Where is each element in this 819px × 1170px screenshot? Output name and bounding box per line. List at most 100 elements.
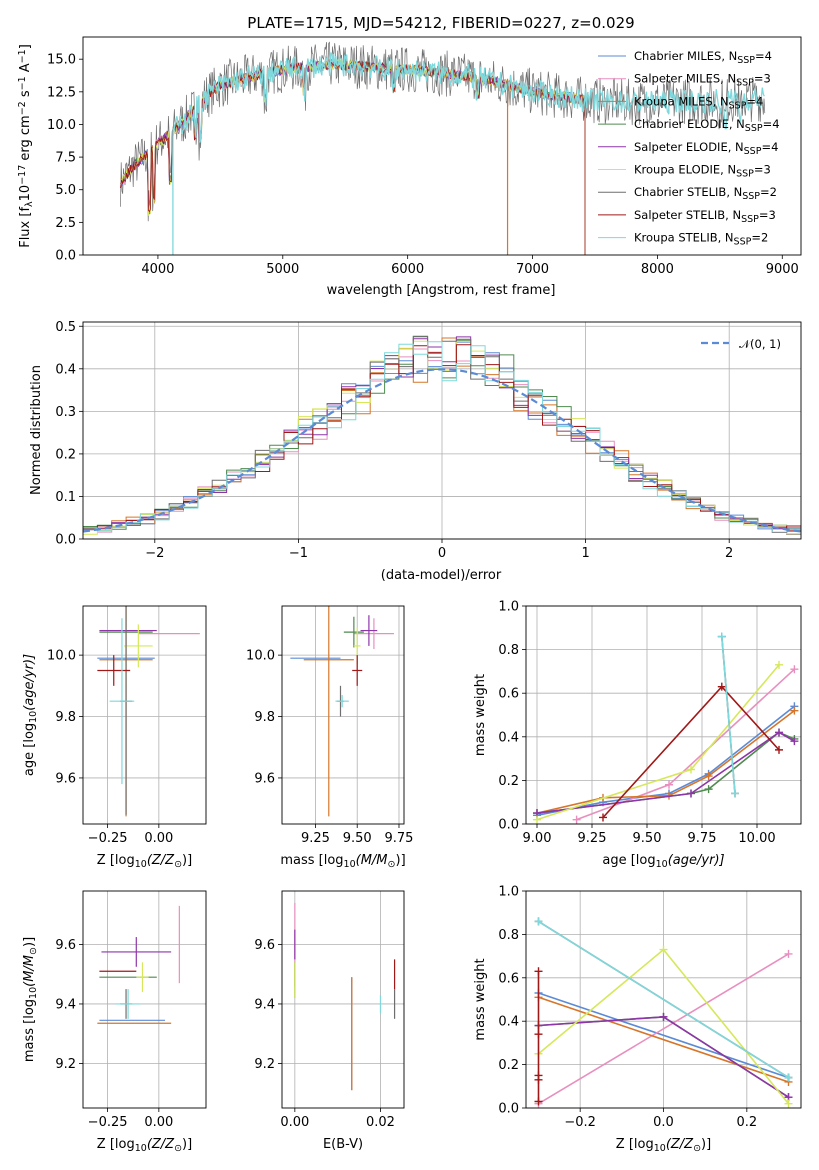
y-tick-label: 1.0 (498, 885, 519, 900)
age-vs-mass-axes-plot (290, 606, 394, 817)
age-vs-mass-axes: 9.25 9.50 9.75 9.6 9.8 10.0 (246, 605, 413, 846)
weight-marker-kroupa_miles (704, 772, 713, 781)
residual-ylabel: Normed distribution (29, 365, 44, 495)
x-tick-label: 10.00 (738, 831, 775, 846)
x-tick-label: −1 (289, 546, 308, 561)
age-vs-z-axes-ylabel-part: 10 (28, 711, 39, 723)
weight-marker-salpeter_stelib (534, 1075, 543, 1084)
x-tick-label: 9.00 (523, 831, 552, 846)
y-tick-label: 9.8 (254, 710, 275, 725)
y-tick-label: 0.2 (55, 447, 76, 462)
y-tick-label: 0.6 (498, 971, 519, 986)
spectrum-xlabel: wavelength [Angstrom, rest frame] (327, 283, 556, 298)
weight-marker-salpeter_elodie (790, 737, 799, 746)
x-tick-label: 9.75 (688, 831, 717, 846)
legend-label-part: Kroupa STELIB, N (634, 231, 734, 245)
weight-vs-z-axes-xlabel-part: 10 (654, 1143, 666, 1154)
x-tick-label: 9000 (766, 262, 799, 277)
mass-vs-z-axes-ylabel-part: (M/M (22, 955, 37, 987)
weight-line-salpeter_miles (538, 953, 789, 1105)
age-vs-z-axes-xlabel-part: ⊙ (174, 859, 182, 870)
weight-marker-salpeter_stelib (775, 745, 783, 754)
age-vs-z-axes-xlabel-part: )] (182, 853, 192, 868)
weight-vs-age-axes-ylabel: mass weight (473, 674, 488, 756)
mass-vs-z-axes-xlabel-part: 10 (135, 1143, 147, 1154)
x-tick-label: 1 (581, 546, 589, 561)
y-tick-label: 0.3 (55, 405, 76, 420)
legend-label-part: =4 (761, 140, 778, 154)
x-tick-label: 7000 (516, 262, 549, 277)
spectrum-ylabel-part: erg cm (18, 115, 33, 164)
weight-vs-z-axes-xlabel-part: )] (701, 1137, 711, 1152)
legend-label-part: =4 (755, 49, 772, 63)
spectrum-axes-frame (82, 36, 802, 256)
weight-marker-salpeter_stelib (534, 967, 543, 976)
mass-vs-z-axes-ylabel-part: ⊙ (28, 947, 39, 955)
age-vs-z-axes-xlabel: Z [log10(Z/Z⊙)] (97, 853, 192, 870)
legend-label-part: Kroupa MILES, N (634, 94, 729, 108)
mass-vs-z-axes-xlabel-part: )] (182, 1137, 192, 1152)
x-tick-label: −0.2 (564, 1115, 596, 1130)
weight-marker-kroupa_stelib (731, 789, 739, 798)
legend-label-part: Kroupa ELODIE, N (634, 163, 736, 177)
legend-label-part: Chabrier ELODIE, N (634, 117, 745, 131)
residual-legend-label: 𝒩(0, 1) (739, 337, 781, 351)
x-tick-label: 9.25 (578, 831, 607, 846)
weight-vs-z-axes: −0.2 0.0 0.2 0.0 0.2 0.4 0.6 0.8 1.0 (498, 885, 802, 1130)
weight-marker-salpeter_elodie (775, 728, 783, 737)
x-tick-label: 0.00 (280, 1115, 309, 1130)
spectrum-ylabel-part: −1 (17, 76, 28, 90)
weight-vs-age-axes-xlabel-part: age [log (602, 853, 655, 868)
weight-vs-age-axes-xlabel: age [log10(age/yr)] (602, 853, 724, 870)
age-vs-mass-axes-xlabel: mass [log10(M/M⊙)] (280, 853, 405, 870)
y-tick-label: 9.6 (55, 938, 76, 953)
mass-vs-z-axes-xlabel-part: Z [log (97, 1137, 135, 1152)
spectrum-model-salpeter_stelib (120, 60, 586, 255)
residual-axes: −2 −1 0 1 2 0.0 0.1 0.2 0.3 0.4 0.5 (55, 320, 802, 561)
weight-marker-kroupa_miles (790, 706, 799, 715)
normal-curve (83, 368, 801, 533)
spectrum-ylabel-part: λ (24, 201, 35, 207)
mass-vs-z-axes-ylabel-part: 10 (28, 987, 39, 999)
legend-label: Kroupa STELIB, NSSP=2 (634, 231, 768, 248)
mass-vs-ebv-axes: 0.00 0.02 9.2 9.4 9.6 (254, 890, 405, 1130)
legend-label-part: Salpeter ELODIE, N (634, 140, 744, 154)
age-vs-mass-axes-frame (281, 605, 405, 825)
y-tick-label: 9.6 (254, 771, 275, 786)
weight-vs-age-axes-frame (525, 605, 802, 825)
x-tick-label: −0.25 (88, 1115, 128, 1130)
age-vs-z-axes-xlabel-part: 10 (135, 859, 147, 870)
legend-label: Kroupa MILES, NSSP=4 (634, 94, 763, 111)
residual-axes-plot (83, 335, 801, 535)
x-tick-label: 9.50 (633, 831, 662, 846)
age-vs-z-axes-ylabel: age [log10(age/yr)] (22, 654, 39, 776)
weight-marker-salpeter_stelib (534, 1030, 543, 1039)
spectrum-title: PLATE=1715, MJD=54212, FIBERID=0227, z=0… (247, 14, 634, 32)
legend-label-part: Chabrier MILES, N (634, 49, 737, 63)
y-tick-label: 0.0 (498, 1102, 519, 1117)
legend-label: Salpeter STELIB, NSSP=3 (634, 208, 776, 225)
y-tick-label: 15.0 (47, 53, 76, 68)
legend-label: Kroupa ELODIE, NSSP=3 (634, 163, 771, 180)
spectrum-ylabel-part: −17 (17, 165, 28, 185)
weight-marker-salpeter_elodie (659, 1012, 668, 1021)
x-tick-label: 0.00 (144, 1115, 173, 1130)
y-tick-label: 0.1 (55, 490, 76, 505)
spectrum-axes-plot (120, 41, 766, 255)
y-tick-label: 0.2 (498, 1058, 519, 1073)
weight-line-salpeter_elodie (536, 731, 795, 814)
y-tick-label: 0.5 (55, 320, 76, 335)
x-tick-label: 0 (438, 546, 446, 561)
mass-vs-ebv-axes-plot (294, 902, 396, 1091)
spectrum-ylabel-part: ] (18, 44, 33, 49)
spectrum-ylabel-part: −1 (17, 49, 28, 63)
x-tick-label: 6000 (391, 262, 424, 277)
y-tick-label: 9.2 (55, 1057, 76, 1072)
legend-label-part: SSP (737, 55, 755, 66)
weight-marker-salpeter_elodie (687, 789, 695, 798)
age-vs-mass-axes-xlabel-part: )] (396, 853, 406, 868)
legend-label-part: Salpeter MILES, N (634, 72, 736, 86)
y-tick-label: 0.0 (498, 818, 519, 833)
x-tick-label: 9.50 (343, 831, 372, 846)
weight-line-kroupa_stelib (721, 636, 736, 794)
